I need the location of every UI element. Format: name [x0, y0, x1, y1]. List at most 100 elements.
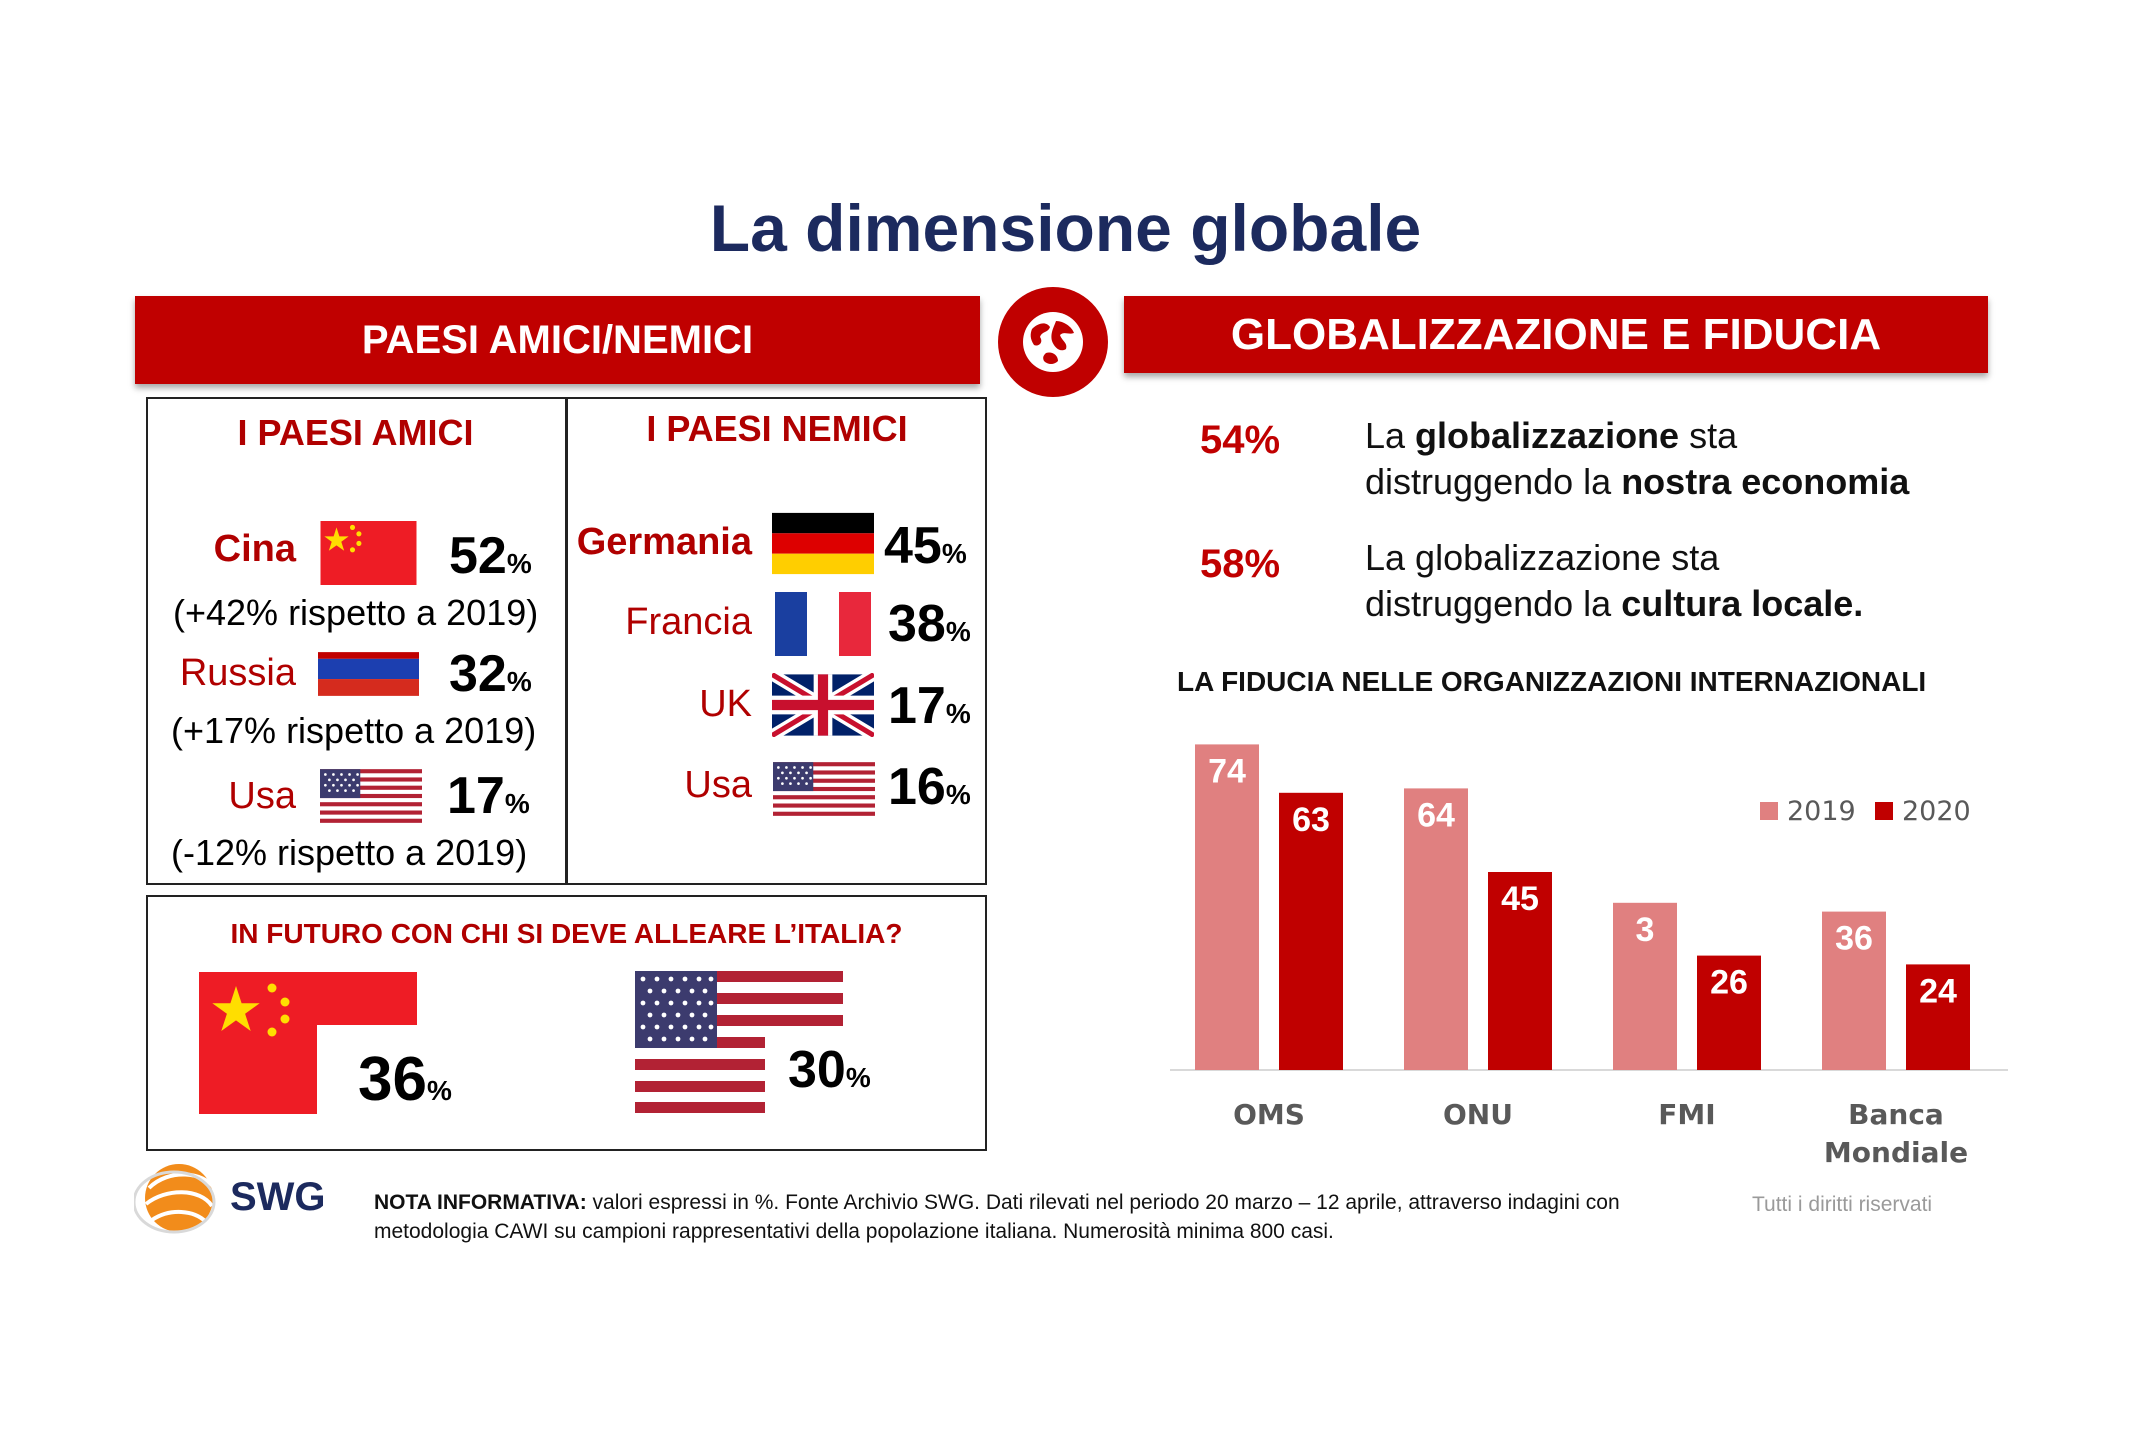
amici-heading: I PAESI AMICI	[237, 412, 474, 453]
nemici-heading: I PAESI NEMICI	[646, 408, 908, 449]
bar-2019-oms	[1195, 744, 1259, 1070]
france-flag-icon	[775, 592, 871, 656]
value-unit: %	[845, 1062, 871, 1093]
data-label: 74	[1208, 752, 1246, 790]
x-tick-label: ONU	[1443, 1098, 1513, 1131]
germany-flag-icon	[772, 512, 874, 575]
note-text: metodologia CAWI su campioni rappresenta…	[374, 1220, 1334, 1243]
usa-flag-icon	[773, 762, 875, 816]
alleanza-value-cina: 36%	[358, 1044, 452, 1115]
value-unit: %	[941, 538, 967, 569]
bar-2020-onu	[1488, 872, 1552, 1070]
alleanza-question: IN FUTURO CON CHI SI DEVE ALLEARE L’ITAL…	[230, 918, 903, 949]
usa-flag-icon	[320, 769, 422, 823]
amici-value-cina: 52%	[449, 526, 532, 586]
value-number: 45	[884, 517, 942, 575]
value-unit: %	[945, 698, 971, 729]
value-number: 16	[888, 758, 946, 816]
note-label: NOTA INFORMATIVA:	[374, 1191, 587, 1214]
bar-2020-fmi	[1697, 955, 1761, 1070]
value-number: 30	[788, 1041, 846, 1099]
statement-1-pct: 54%	[1200, 418, 1281, 462]
text-part: La	[1365, 415, 1416, 456]
text-bold: cultura locale.	[1621, 583, 1864, 624]
bar-2020-banca-mondiale	[1906, 964, 1970, 1070]
nemici-value-usa: 16%	[888, 757, 971, 817]
value-unit: %	[945, 616, 971, 647]
statement-1-text: La globalizzazione sta distruggendo la n…	[1365, 413, 1909, 505]
chart-title: LA FIDUCIA NELLE ORGANIZZAZIONI INTERNAZ…	[1177, 666, 1927, 697]
value-unit: %	[506, 548, 532, 579]
x-tick-label: Banca	[1848, 1098, 1944, 1131]
china-flag-icon	[320, 521, 417, 585]
amici-note-russia: (+17% rispetto a 2019)	[171, 710, 537, 751]
amici-country-cina: Cina	[213, 528, 296, 570]
legend-label: 2020	[1902, 796, 1971, 827]
nemici-country-germania: Germania	[576, 521, 752, 563]
china-flag-icon	[199, 972, 417, 1114]
data-label: 45	[1501, 880, 1539, 918]
statement-2-pct: 58%	[1200, 542, 1281, 586]
amici-country-russia: Russia	[179, 652, 296, 694]
data-label: 24	[1919, 972, 1957, 1010]
x-tick-label: Mondiale	[1824, 1136, 1968, 1169]
note-text: valori espressi in %. Fonte Archivio SWG…	[586, 1191, 1620, 1214]
amici-value-russia: 32%	[449, 644, 532, 704]
legend-swatch	[1760, 802, 1778, 820]
nemici-country-uk: UK	[699, 683, 752, 725]
nemici-value-germania: 45%	[884, 516, 967, 576]
bar-2019-onu	[1404, 788, 1468, 1070]
amici-value-usa: 17%	[447, 766, 530, 826]
text-part: sta	[1679, 415, 1738, 456]
value-number: 17	[888, 677, 946, 735]
text-part: La globalizzazione sta	[1365, 537, 1720, 578]
text-part: distruggendo la	[1365, 583, 1622, 624]
value-unit: %	[506, 666, 532, 697]
alleanza-value-usa: 30%	[788, 1040, 871, 1100]
text-part: distruggendo la	[1365, 461, 1622, 502]
swg-logo-text: SWG	[230, 1175, 326, 1219]
russia-flag-icon	[318, 652, 419, 696]
data-label: 36	[1835, 920, 1873, 958]
nemici-country-francia: Francia	[625, 601, 752, 643]
rights-text: Tutti i diritti riservati	[1752, 1193, 1933, 1216]
x-tick-label: FMI	[1658, 1098, 1715, 1131]
legend-swatch	[1875, 802, 1893, 820]
legend-label: 2019	[1787, 796, 1856, 827]
x-tick-label: OMS	[1233, 1098, 1305, 1131]
bar-2020-oms	[1279, 792, 1343, 1070]
section-header-globalizzazione: GLOBALIZZAZIONE E FIDUCIA	[1124, 296, 1988, 373]
data-label: 26	[1710, 964, 1748, 1002]
globe-icon	[998, 287, 1108, 397]
value-unit: %	[504, 788, 530, 819]
amici-note-cina: (+42% rispetto a 2019)	[173, 592, 539, 633]
footer-note: NOTA INFORMATIVA: valori espressi in %. …	[374, 1188, 1704, 1246]
section-header-paesi: PAESI AMICI/NEMICI	[135, 296, 980, 384]
alleanza-box	[146, 895, 987, 1151]
statement-2-text: La globalizzazione sta distruggendo la c…	[1365, 535, 1863, 627]
uk-flag-icon	[772, 673, 874, 737]
text-bold: nostra economia	[1621, 461, 1910, 502]
value-number: 38	[888, 595, 946, 653]
data-label: 3	[1636, 911, 1655, 949]
nemici-value-francia: 38%	[888, 594, 971, 654]
page-title: La dimensione globale	[709, 191, 1422, 265]
value-number: 36	[358, 1045, 427, 1114]
text-bold: globalizzazione	[1415, 415, 1680, 456]
value-unit: %	[426, 1075, 452, 1106]
nemici-country-usa: Usa	[684, 764, 752, 806]
data-label: 64	[1417, 796, 1455, 834]
value-unit: %	[945, 779, 971, 810]
value-number: 32	[449, 645, 507, 703]
data-label: 63	[1292, 801, 1330, 839]
value-number: 52	[449, 527, 507, 585]
bar-2019-banca-mondiale	[1822, 911, 1886, 1070]
value-number: 17	[447, 767, 505, 825]
swg-logo-icon	[134, 1164, 216, 1234]
amici-country-usa: Usa	[228, 775, 296, 817]
usa-flag-icon	[635, 971, 843, 1113]
bar-2019-fmi	[1613, 902, 1677, 1070]
trust-bar-chart: 74 63 OMS 64 45 ONU 3 26 FMI 36 24 Banca Mondiale 201…	[1170, 744, 2008, 1169]
column-divider	[565, 397, 568, 885]
nemici-value-uk: 17%	[888, 676, 971, 736]
